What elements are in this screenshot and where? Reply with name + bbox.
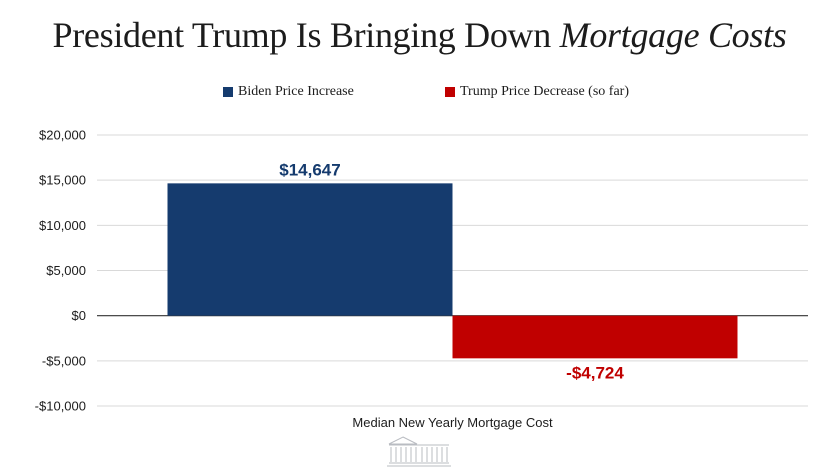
legend-label-biden: Biden Price Increase [238, 84, 354, 99]
y-tick-label: -$5,000 [42, 353, 86, 368]
legend-item-trump: Trump Price Decrease (so far) [445, 84, 629, 100]
legend-swatch-biden [223, 87, 233, 97]
bar-trump [452, 315, 738, 359]
data-label-trump: -$4,724 [566, 363, 624, 382]
bar-biden [167, 183, 453, 316]
legend-swatch-trump [445, 87, 455, 97]
y-tick-label: $20,000 [39, 128, 86, 143]
y-tick-label: $15,000 [39, 173, 86, 188]
chart-title-prefix: President Trump Is Bringing Down [52, 15, 560, 55]
legend-item-biden: Biden Price Increase [223, 84, 354, 100]
chart-legend: Biden Price Increase Trump Price Decreas… [0, 84, 839, 104]
y-tick-label: $0 [72, 308, 86, 323]
y-tick-label: -$10,000 [35, 399, 86, 414]
chart-title: President Trump Is Bringing Down Mortgag… [0, 14, 839, 56]
y-tick-label: $10,000 [39, 218, 86, 233]
y-tick-label: $5,000 [46, 263, 86, 278]
data-label-biden: $14,647 [279, 160, 340, 179]
legend-label-trump: Trump Price Decrease (so far) [460, 84, 629, 99]
x-category-label: Median New Yearly Mortgage Cost [352, 415, 553, 430]
chart-title-italic: Mortgage Costs [559, 15, 787, 55]
